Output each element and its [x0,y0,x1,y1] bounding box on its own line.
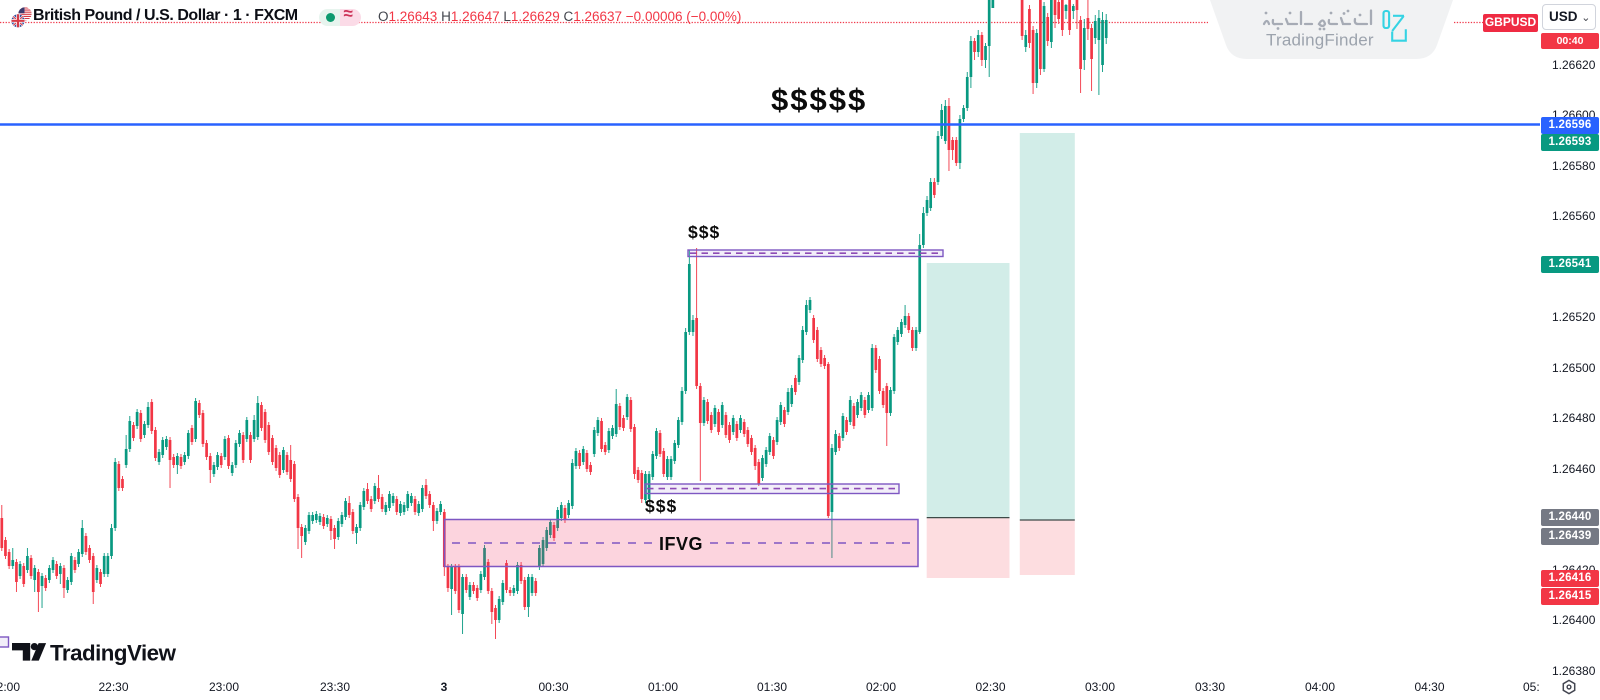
svg-text:TradingView: TradingView [50,641,177,666]
svg-text:TradingFinder: TradingFinder [1266,31,1374,50]
